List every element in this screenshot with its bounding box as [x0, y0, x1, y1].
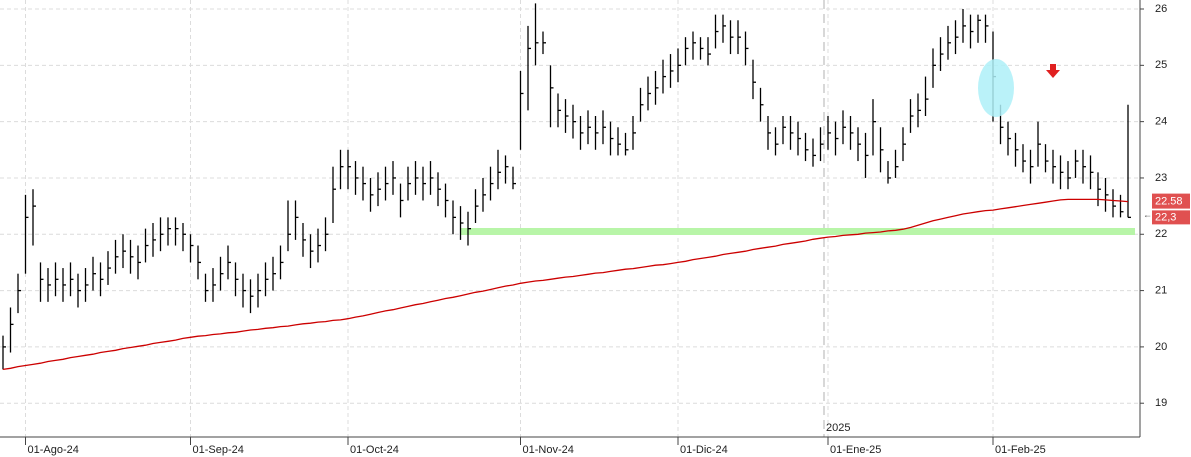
price-tag — [1152, 210, 1190, 225]
ma-value-tag — [1152, 193, 1190, 209]
x-tick-label: 01-Ago-24 — [28, 444, 79, 456]
x-tick-label: 01-Dic-24 — [680, 444, 728, 456]
y-tick-label: 19 — [1155, 397, 1167, 409]
y-tick-label: 25 — [1155, 59, 1167, 71]
x-tick-label: 01-Oct-24 — [350, 444, 399, 456]
down-arrow — [1046, 64, 1060, 78]
x-tick-label: 01-Feb-25 — [995, 444, 1046, 456]
y-tick-label: 23 — [1155, 172, 1167, 184]
price-label: 22,3 — [1155, 211, 1176, 223]
moving-average-line — [2, 198, 1129, 371]
ma-value-label: 22.58 — [1155, 196, 1183, 208]
marks — [2, 3, 1135, 371]
x-tick-label: 01-Ene-25 — [830, 444, 881, 456]
y-tick-label: 21 — [1155, 284, 1167, 296]
price-pointer: ← — [1143, 210, 1152, 220]
year-label: 2025 — [826, 422, 850, 434]
x-tick-label: 01-Nov-24 — [523, 444, 574, 456]
y-tick-label: 20 — [1155, 341, 1167, 353]
x-tick-label: 01-Sep-24 — [193, 444, 244, 456]
y-tick-label: 26 — [1155, 3, 1167, 15]
y-tick-label: 24 — [1155, 116, 1167, 128]
highlight-ellipse — [978, 59, 1014, 117]
y-tick-label: 22 — [1155, 228, 1167, 240]
